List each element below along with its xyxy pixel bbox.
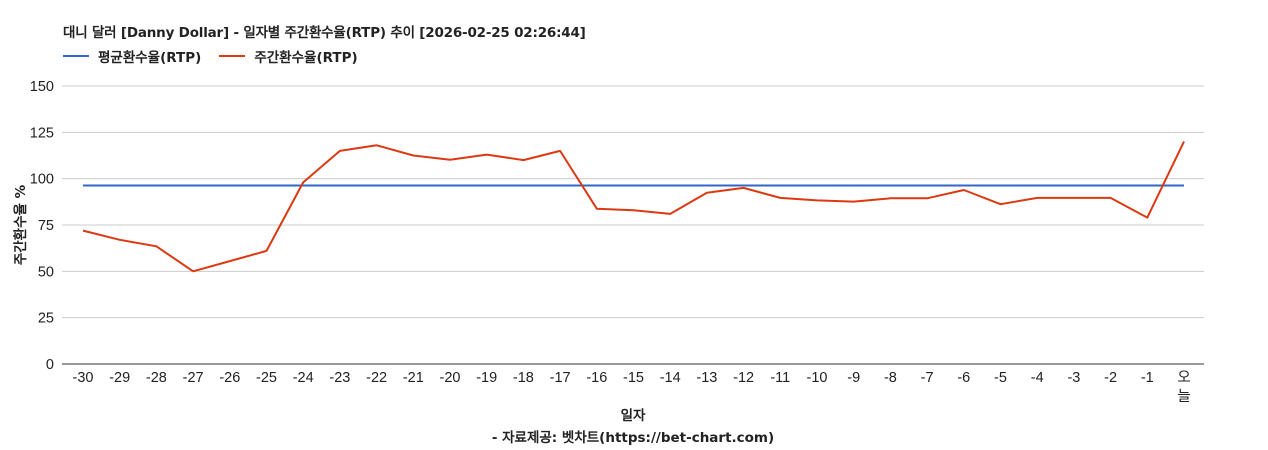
x-tick-label: -10 xyxy=(807,370,828,386)
y-axis-title: 주간환수율 % xyxy=(12,184,29,265)
y-tick-label: 125 xyxy=(30,125,54,141)
x-tick-label: -3 xyxy=(1067,370,1080,386)
x-tick-label: -4 xyxy=(1031,370,1044,386)
legend-label-average: 평균환수율(RTP) xyxy=(98,50,202,66)
y-axis-ticks: 0 25 50 75 100 125 150 xyxy=(30,79,54,373)
x-tick-label: -28 xyxy=(146,370,167,386)
x-axis-ticks: -30 -29 -28 -27 -26 -25 -24 -23 -22 -21 -20 -19 -18-… xyxy=(73,370,1191,405)
x-tick-label: -17 xyxy=(550,370,571,386)
x-tick-label: -8 xyxy=(884,370,897,386)
legend-item-average[interactable]: 평균환수율(RTP) xyxy=(63,46,201,66)
x-tick-label: -27 xyxy=(183,370,204,386)
x-tick-label: -24 xyxy=(293,370,314,386)
x-tick-label: -16 xyxy=(586,370,607,386)
data-source-credit: - 자료제공: 벳차트(https://bet-chart.com) xyxy=(492,429,774,446)
x-tick-label: -11 xyxy=(770,370,790,386)
x-tick-label: -5 xyxy=(994,370,1007,386)
x-tick-label: -19 xyxy=(476,370,497,386)
x-tick-label: -21 xyxy=(403,370,424,386)
x-tick-label: -13 xyxy=(696,370,717,386)
x-tick-label: -29 xyxy=(109,370,130,386)
y-tick-label: 100 xyxy=(30,172,54,188)
series-lines xyxy=(82,141,1185,273)
x-tick-label: -2 xyxy=(1104,370,1117,386)
x-tick-label: -7 xyxy=(921,370,934,386)
x-tick-label: -25 xyxy=(256,370,277,386)
x-tick-label: -22 xyxy=(366,370,387,386)
weekly-rtp-line[interactable] xyxy=(82,141,1185,273)
chart-legend: 평균환수율(RTP) 주간환수율(RTP) xyxy=(63,46,376,66)
y-tick-label: 25 xyxy=(38,311,54,327)
x-tick-label: -30 xyxy=(73,370,94,386)
x-axis-title: 일자 xyxy=(621,408,646,424)
y-tick-label: 150 xyxy=(30,79,54,95)
x-tick-label: -1 xyxy=(1141,370,1154,386)
x-tick-label: -18 xyxy=(513,370,534,386)
x-tick-label: -23 xyxy=(329,370,350,386)
y-tick-label: 75 xyxy=(38,218,54,234)
legend-swatch-weekly xyxy=(219,55,246,57)
chart-title: 대니 달러 [Danny Dollar] - 일자별 주간환수율(RTP) 추이… xyxy=(63,25,586,41)
legend-swatch-average xyxy=(63,55,89,57)
x-tick-label: -9 xyxy=(847,370,860,386)
y-tick-label: 0 xyxy=(46,357,54,373)
x-tick-label: 오 xyxy=(1177,370,1190,386)
x-tick-label: -20 xyxy=(440,370,461,386)
legend-label-weekly: 주간환수율(RTP) xyxy=(254,50,358,66)
legend-item-weekly[interactable]: 주간환수율(RTP) xyxy=(219,46,358,66)
x-tick-label: -12 xyxy=(733,370,754,386)
x-tick-label: -6 xyxy=(957,370,970,386)
x-tick-label: -15 xyxy=(623,370,644,386)
gridlines xyxy=(62,85,1204,365)
x-tick-label: 늘 xyxy=(1177,388,1190,405)
y-tick-label: 50 xyxy=(38,264,54,280)
x-tick-label: -14 xyxy=(660,370,681,386)
x-tick-label: -26 xyxy=(219,370,240,386)
